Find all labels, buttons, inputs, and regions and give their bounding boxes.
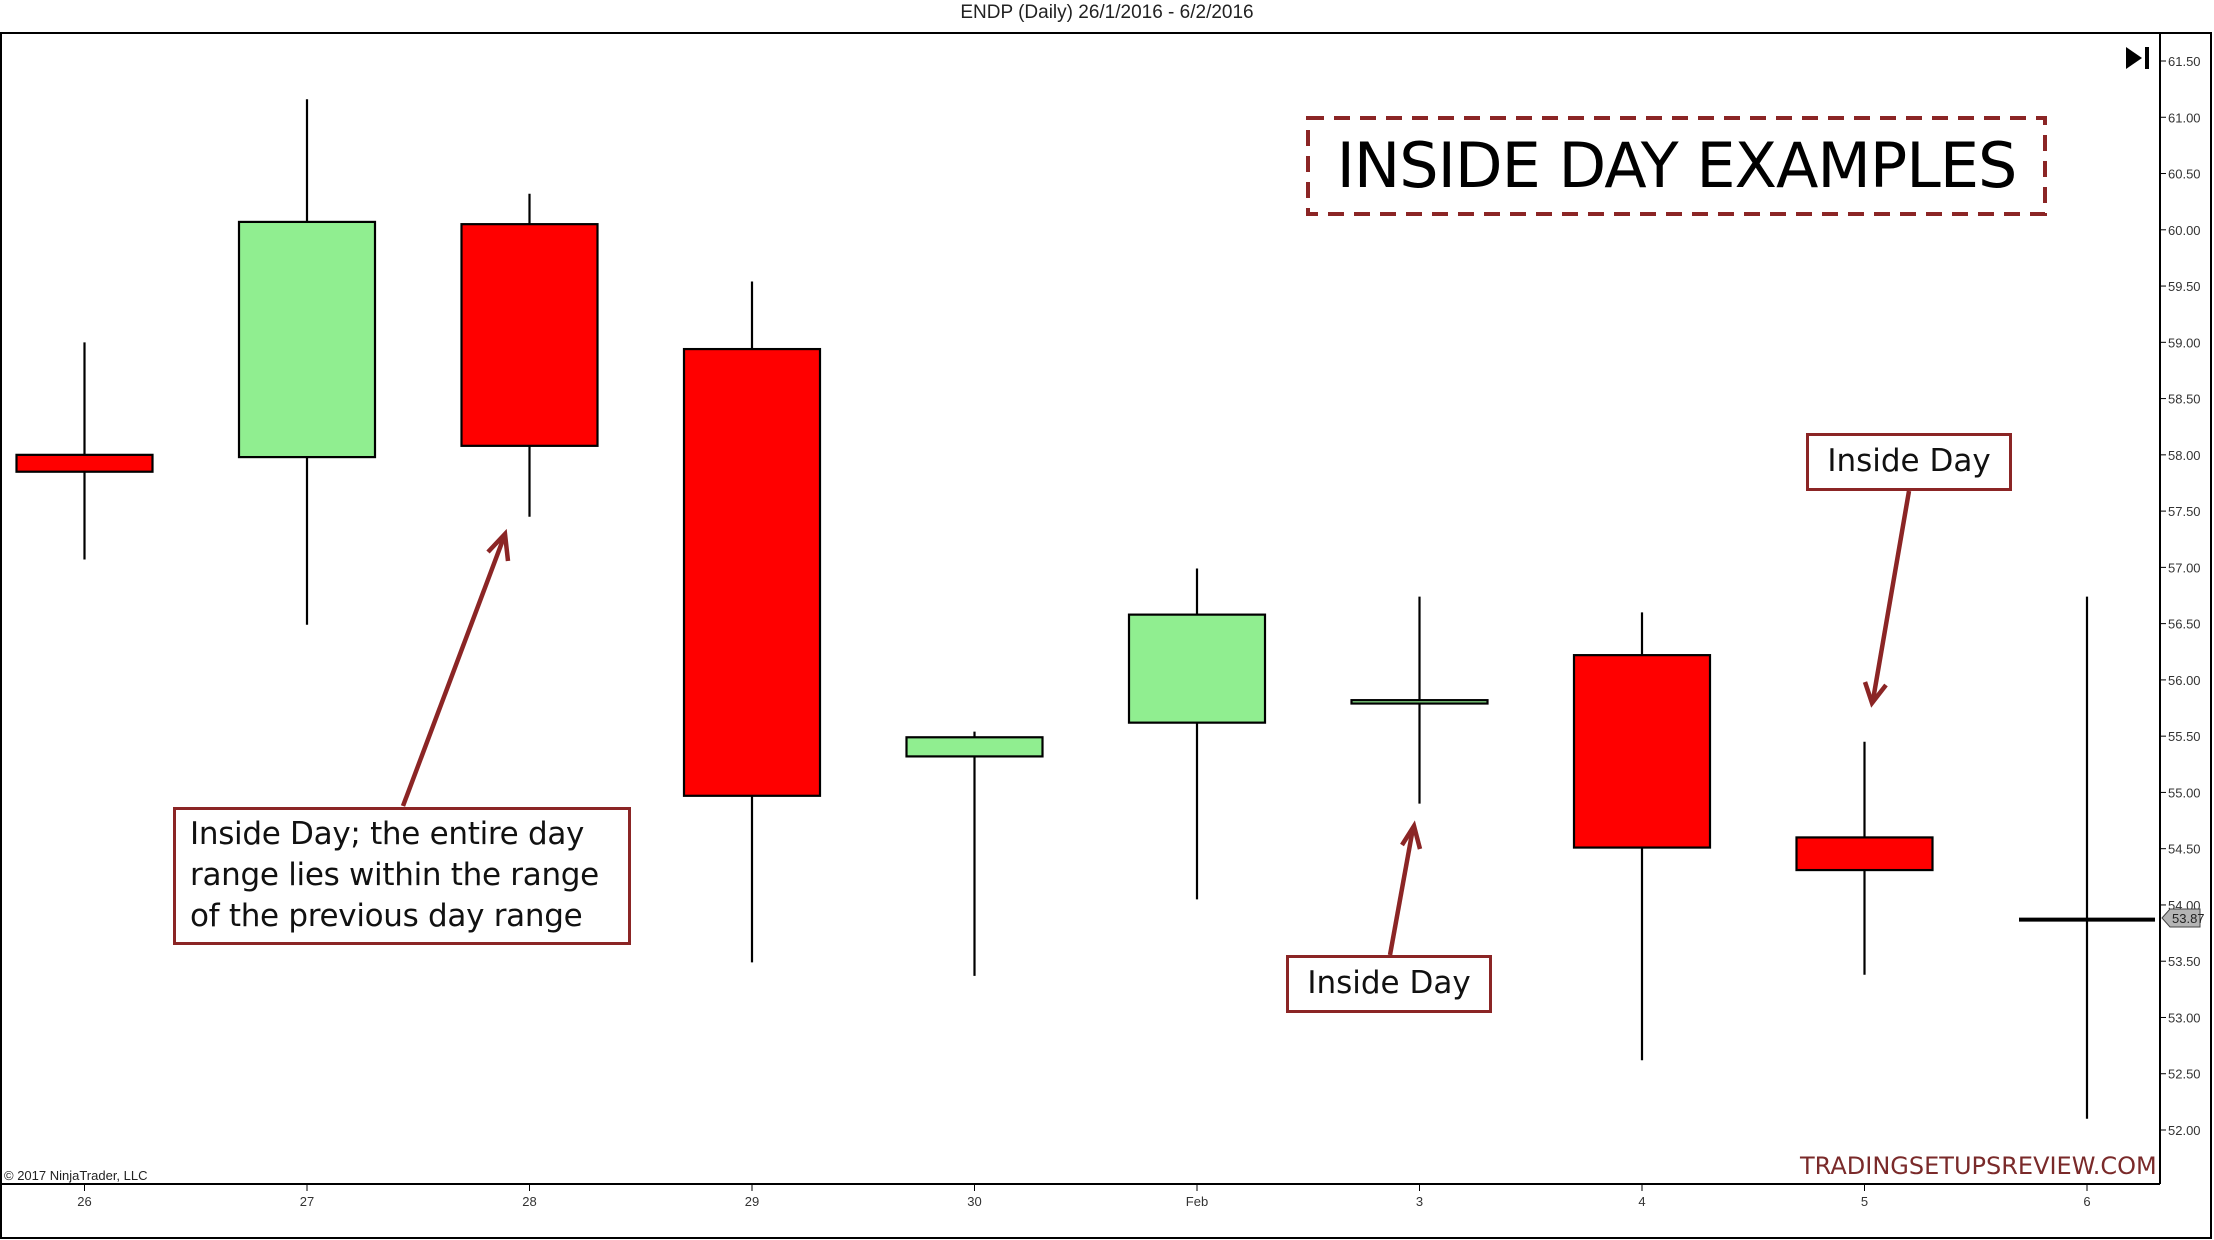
price-tick-label: 61.00	[2168, 110, 2201, 125]
price-tick-label: 55.00	[2168, 785, 2201, 800]
price-tick-label: 58.00	[2168, 448, 2201, 463]
last-price-marker: 53.87	[2161, 908, 2205, 928]
price-tick-label: 57.00	[2168, 560, 2201, 575]
date-tick-label: 29	[745, 1194, 759, 1209]
candles-group	[15, 99, 2155, 1119]
price-tick-label: 61.50	[2168, 54, 2201, 69]
annotation-line-3: of the previous day range	[190, 898, 583, 934]
price-tick-label: 60.00	[2168, 223, 2201, 238]
date-tick-label: 30	[967, 1194, 981, 1209]
candle-6[interactable]	[2019, 596, 2155, 1119]
candle-5[interactable]	[1795, 741, 1934, 975]
price-tick-label: 52.00	[2168, 1123, 2201, 1138]
candle-Feb[interactable]	[1127, 568, 1267, 900]
price-tick-label: 53.00	[2168, 1010, 2201, 1025]
price-tick-label: 58.50	[2168, 392, 2201, 407]
arrowhead-main	[486, 528, 511, 562]
annotation-inside-day-5: Inside Day	[1806, 433, 2012, 491]
candle-27[interactable]	[237, 99, 377, 625]
annotation-line-1: Inside Day; the entire day	[190, 816, 585, 852]
candle-28[interactable]	[460, 193, 599, 517]
time-axis: 26 27 28 29 30 Feb 3 4 5 6	[77, 1184, 2091, 1209]
title-annotation: INSIDE DAY EXAMPLES	[1336, 129, 2018, 202]
candle-26[interactable]	[15, 342, 154, 560]
skip-to-end-icon[interactable]	[2124, 45, 2152, 71]
price-tick-label: 54.50	[2168, 842, 2201, 857]
annotation-inside-day-3: Inside Day	[1286, 955, 1492, 1013]
price-axis: 61.50 61.00 60.50 60.00 59.50 59.00 58.50 58.00…	[2160, 54, 2201, 1138]
price-tick-label: 59.00	[2168, 335, 2201, 350]
candle-3[interactable]	[1350, 596, 1489, 804]
outer-frame	[0, 32, 2212, 1239]
price-tick-label: 53.50	[2168, 954, 2201, 969]
annotation-arrows	[400, 490, 1912, 956]
price-tick-label: 60.50	[2168, 167, 2201, 182]
date-tick-label: 4	[1638, 1194, 1645, 1209]
arrow-main	[400, 536, 507, 807]
title-box-border	[1306, 116, 2047, 216]
arrow-inside-day-5	[1870, 490, 1912, 701]
price-tick-label: 55.50	[2168, 729, 2201, 744]
price-tick-label: 56.00	[2168, 673, 2201, 688]
candle-30[interactable]	[905, 731, 1044, 976]
arrowhead-inside-day-5	[1862, 681, 1888, 708]
annotation-line-2: range lies within the range	[190, 857, 599, 893]
arrow-inside-day-3	[1387, 827, 1416, 956]
date-tick-label: 5	[1861, 1194, 1868, 1209]
arrowhead-inside-day-3	[1400, 820, 1423, 850]
date-tick-label: Feb	[1186, 1194, 1208, 1209]
copyright: © 2017 NinjaTrader, LLC	[4, 1168, 148, 1183]
price-tick-label: 59.50	[2168, 279, 2201, 294]
last-price-label: 53.87	[2172, 911, 2205, 926]
date-tick-label: 3	[1416, 1194, 1423, 1209]
date-tick-label: 28	[522, 1194, 536, 1209]
price-tick-label: 56.50	[2168, 617, 2201, 632]
price-tick-label: 57.50	[2168, 504, 2201, 519]
date-tick-label: 27	[300, 1194, 314, 1209]
date-tick-label: 26	[77, 1194, 91, 1209]
chart-title: ENDP (Daily) 26/1/2016 - 6/2/2016	[960, 2, 1254, 23]
candle-4[interactable]	[1572, 612, 1712, 1061]
date-tick-label: 6	[2083, 1194, 2090, 1209]
watermark: TRADINGSETUPSREVIEW.COM	[1800, 1152, 2157, 1180]
price-tick-label: 52.50	[2168, 1067, 2201, 1082]
annotation-inside-day-explanation: Inside Day; the entire day range lies wi…	[173, 807, 631, 945]
candle-29[interactable]	[682, 281, 822, 963]
